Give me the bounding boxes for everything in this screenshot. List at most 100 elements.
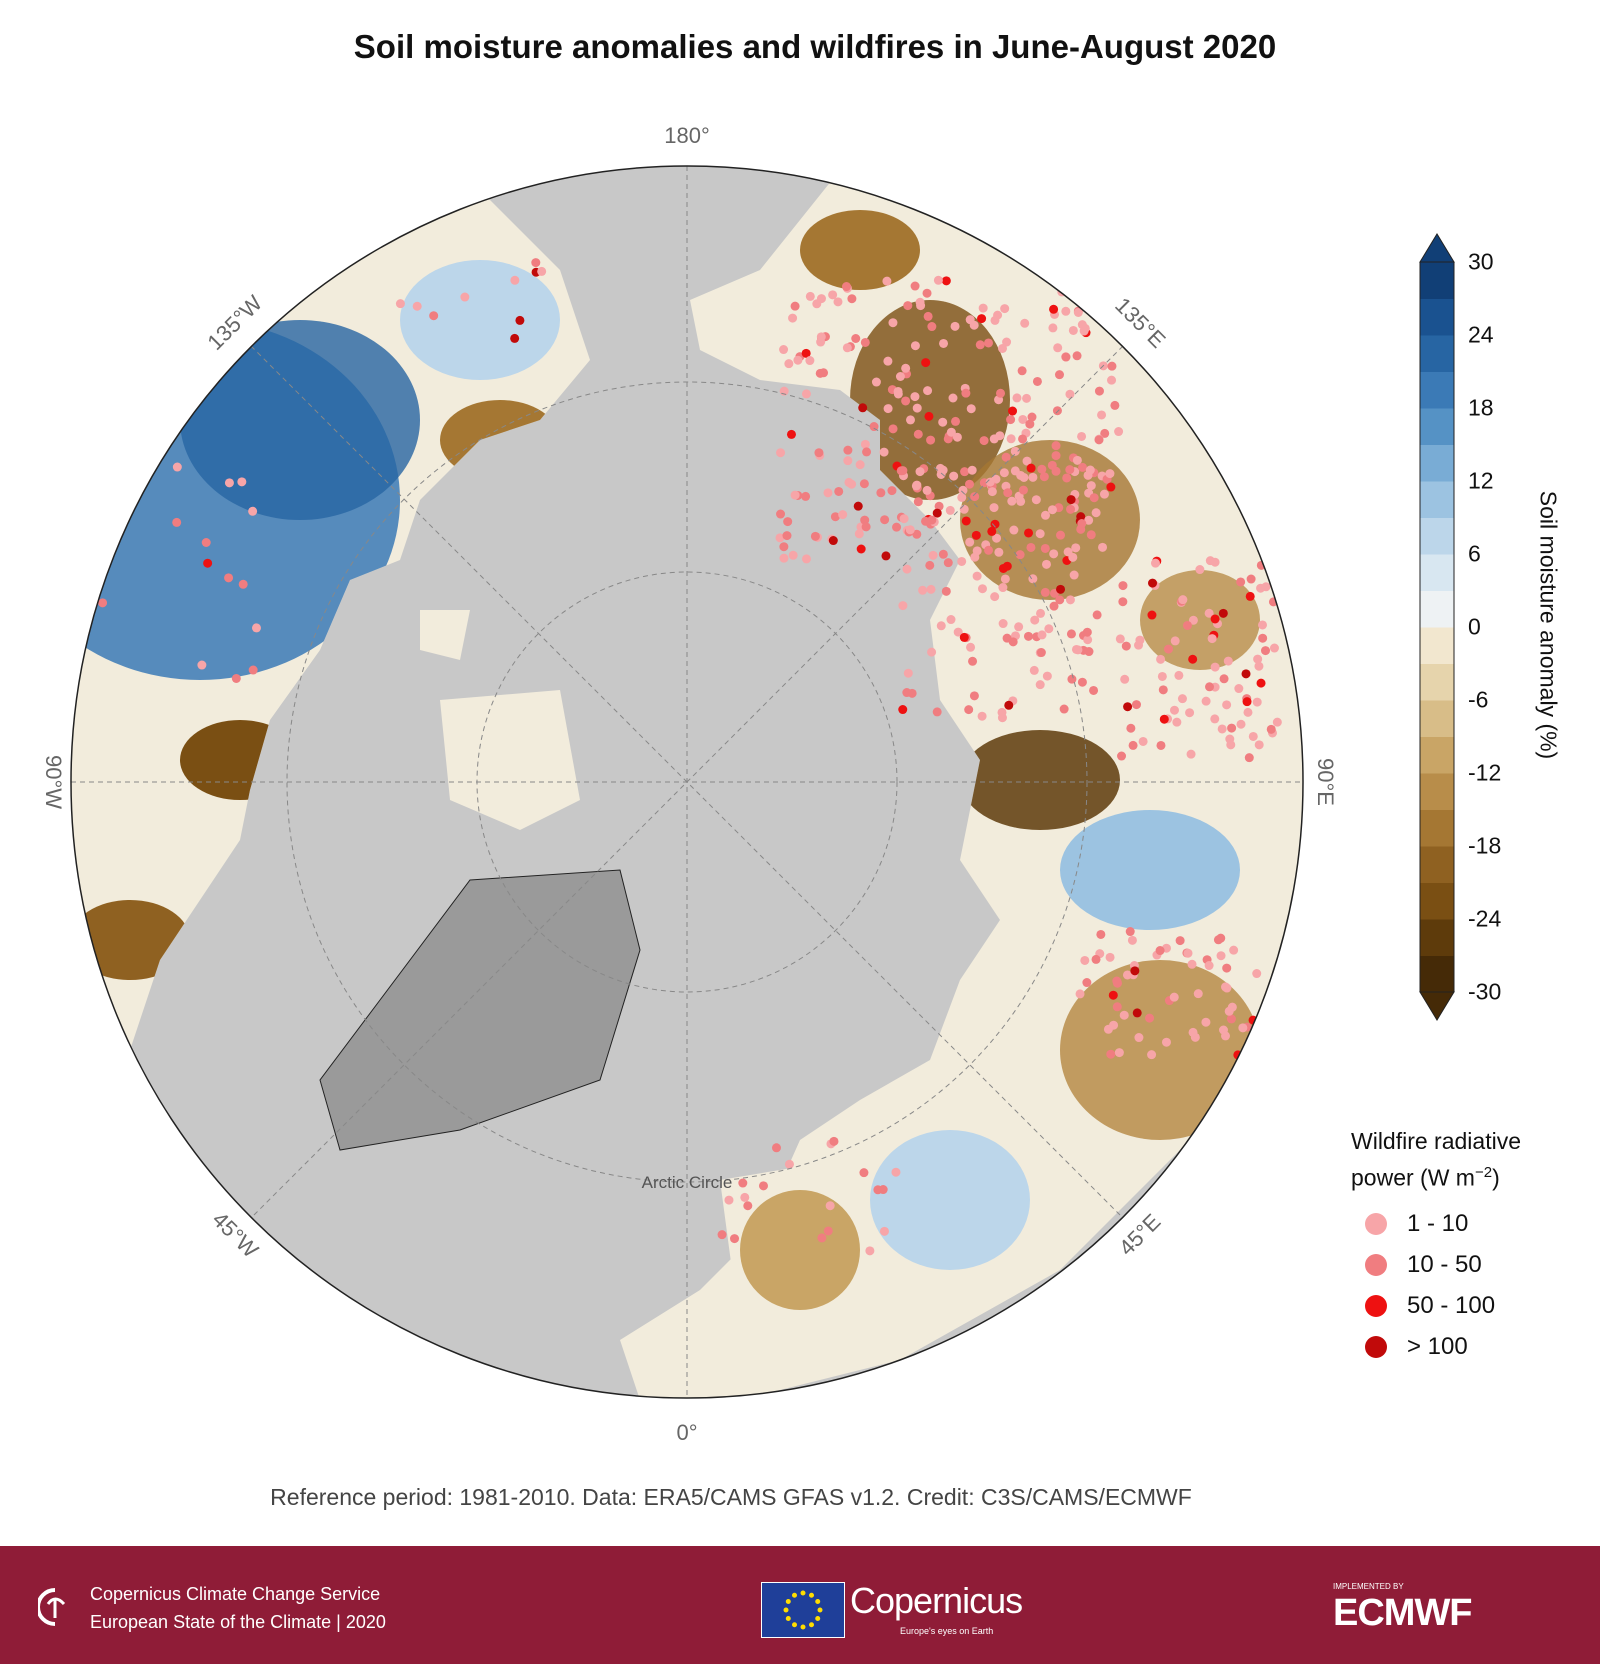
colorbar-bin [1420,298,1454,336]
colorbar-tick-label: 6 [1468,540,1481,567]
fire-point [1251,1035,1261,1045]
fire-point [1089,685,1099,695]
fire-point [1082,627,1092,637]
fire-point [1163,644,1173,654]
fire-point [1069,570,1079,580]
eu-star [792,1622,797,1628]
fire-point [1252,697,1262,707]
fire-point [844,477,854,487]
fire-point [1114,1048,1124,1058]
fire-point [776,448,786,458]
fire-point [855,460,865,470]
fire-point [786,429,796,439]
fire-point [871,377,881,387]
fire-point [927,322,937,332]
fire-point [515,315,525,325]
fire-point [965,537,975,547]
fire-point [1008,637,1018,647]
fire-point [901,363,911,373]
fire-point [859,1168,869,1178]
fire-dot-icon [1365,1295,1387,1317]
fire-point [936,469,946,479]
fire-point [879,447,889,457]
fire-point [1156,654,1166,664]
eu-star [792,1592,797,1598]
colorbar-bin [1420,408,1454,445]
fire-point [965,479,975,489]
fire-point [1172,717,1182,727]
fire-point [913,497,923,507]
copernicus-logo: Copernicus [850,1580,1023,1621]
fire-point [1078,462,1088,472]
fire-point [1020,318,1030,328]
fire-point [939,338,949,348]
fire-point [1132,1008,1142,1018]
fire-point [921,358,931,368]
fire-point [949,471,959,481]
fire-point [932,707,942,717]
fire-point [1159,714,1169,724]
fire-point [1106,482,1116,492]
fire-point [510,333,520,343]
colorbar-bin [1420,663,1454,701]
colorbar-bin [1420,481,1454,518]
fire-point [1221,1031,1231,1041]
fire-point [859,479,869,489]
fire-point [1185,708,1195,718]
fire-point [1012,393,1022,403]
fire-point [1121,641,1131,651]
fire-point [907,688,917,698]
fire-point [1016,496,1026,506]
fire-point [1130,966,1140,976]
fire-point [1236,577,1246,587]
fire-point [1098,542,1108,552]
fire-point [784,359,794,369]
fire-point [1049,549,1059,559]
fire-point [1051,441,1061,451]
fire-point [841,282,851,292]
wildfire-legend-label: 1 - 10 [1407,1210,1469,1237]
fire-point [1122,970,1132,980]
colorbar-bin [1420,736,1454,774]
fire-point [717,1230,727,1240]
fire-point [926,435,936,445]
fire-point [945,505,955,515]
fire-point [1244,753,1254,763]
fire-point [1147,610,1157,620]
footer-service-name: Copernicus Climate Change Service [90,1584,381,1604]
fire-point [1056,584,1066,594]
fire-point [1089,493,1099,503]
fire-point [921,516,931,526]
fire-point [801,348,811,358]
wildfire-legend-item: 50 - 100 [1365,1292,1495,1320]
fire-point [1010,446,1020,456]
fire-dot-icon [1365,1254,1387,1276]
fire-point [1040,510,1050,520]
fire-point [918,585,928,595]
fire-point [1134,1033,1144,1043]
fire-point [927,647,937,657]
map-border [70,165,1304,1399]
fire-point [1075,989,1085,999]
fire-point [1083,635,1093,645]
fire-point [1157,671,1167,681]
fire-point [1220,982,1230,992]
fire-point [898,466,908,476]
fire-point [1029,665,1039,675]
fire-point [1023,631,1033,641]
colorbar-min-extension [1419,991,1455,1021]
fire-point [1044,624,1054,634]
fire-point [912,529,922,539]
wildfire-legend-label: > 100 [1407,1333,1468,1360]
fire-point [1079,326,1089,336]
fire-point [1094,386,1104,396]
fire-point [1084,290,1094,300]
fire-point [1099,295,1109,305]
fire-point [987,526,997,536]
fire-point [1216,951,1226,961]
fire-point [1014,622,1024,632]
fire-point [891,1167,901,1177]
fire-point [1269,643,1279,653]
fire-point [788,313,798,323]
